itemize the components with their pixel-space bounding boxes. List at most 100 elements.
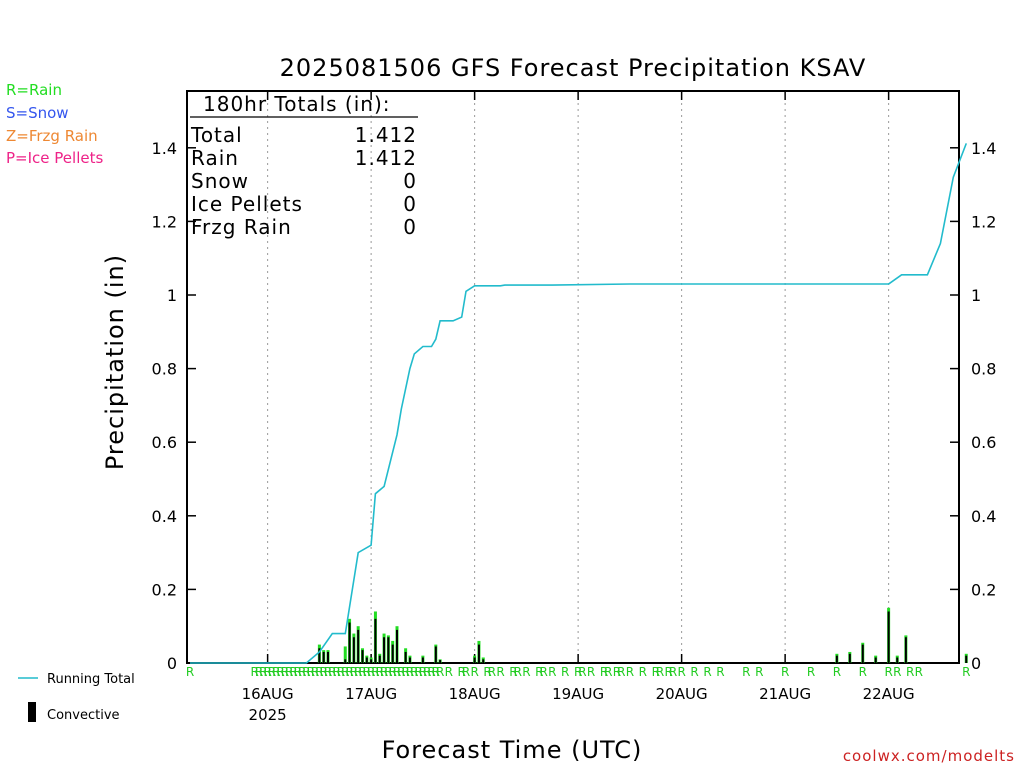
precip-type-letter: R [255, 665, 263, 679]
precip-type-letter: R [509, 665, 517, 679]
convective-bar [344, 659, 347, 663]
precip-type-letter: R [389, 665, 397, 679]
precip-type-letter: R [315, 665, 323, 679]
convective-bar [848, 653, 851, 663]
precip-type-letter: R [371, 665, 379, 679]
y-tick-label-right: 1 [971, 286, 981, 305]
precip-type-letter: R [587, 665, 595, 679]
y-tick-label-right: 0 [971, 654, 981, 673]
convective-bar [357, 629, 360, 663]
convective-bar [861, 644, 864, 663]
precip-type-letter: R [414, 665, 422, 679]
precip-type-letter: R [514, 665, 522, 679]
precip-type-letter: R [423, 665, 431, 679]
precip-type-letter: R [251, 665, 259, 679]
precip-type-letter: R [276, 665, 284, 679]
precip-bar [343, 646, 347, 663]
precip-type-letter: R [483, 665, 491, 679]
legend-convective-label: Convective [47, 708, 120, 723]
precip-type-letter: R [341, 665, 349, 679]
convective-bar [370, 659, 373, 663]
precip-type-letter: R [410, 665, 418, 679]
source-credit: coolwx.com/modelts [843, 747, 1015, 765]
precip-type-letter: R [345, 665, 353, 679]
precip-type-letter: R [859, 665, 867, 679]
legend-type-ice-pellets: P=Ice Pellets [6, 149, 104, 167]
precip-type-letter: R [311, 665, 319, 679]
precip-type-letter: R [294, 665, 302, 679]
x-tick-label: 17AUG [345, 685, 397, 703]
precip-type-letter: R [281, 665, 289, 679]
precip-type-letter: R [539, 665, 547, 679]
precip-type-letter: R [496, 665, 504, 679]
totals-row-value: 0 [403, 192, 417, 216]
precip-type-letter: R [289, 665, 297, 679]
precip-type-letter: R [781, 665, 789, 679]
precip-type-letter: R [268, 665, 276, 679]
totals-row-value: 1.412 [355, 123, 417, 147]
precip-type-letter: R [578, 665, 586, 679]
precip-type-letter: R [574, 665, 582, 679]
precip-type-letter: R [600, 665, 608, 679]
precip-type-letter: R [298, 665, 306, 679]
precip-type-letter: R [626, 665, 634, 679]
precip-type-letter: R [419, 665, 427, 679]
precip-type-letter: R [367, 665, 375, 679]
precip-type-letter: R [432, 665, 440, 679]
precip-type-letter: R [915, 665, 923, 679]
precip-type-letter: R [665, 665, 673, 679]
legend-type-frzg-rain: Z=Frzg Rain [6, 127, 98, 145]
chart-title: 2025081506 GFS Forecast Precipitation KS… [280, 54, 867, 82]
precip-type-letter: R [742, 665, 750, 679]
precip-type-letter: R [324, 665, 332, 679]
precip-type-letter: R [522, 665, 530, 679]
precip-type-letter: R [462, 665, 470, 679]
convective-bar [896, 657, 899, 663]
precip-type-letter: R [302, 665, 310, 679]
precip-type-letter: R [716, 665, 724, 679]
convective-bar [477, 644, 480, 663]
precip-type-letter: R [677, 665, 685, 679]
x-tick-label: 18AUG [449, 685, 501, 703]
precip-type-letter: R [393, 665, 401, 679]
convective-bar [904, 637, 907, 663]
precip-type-letter: R [401, 665, 409, 679]
precip-type-letter: R [535, 665, 543, 679]
precip-type-letter: R [652, 665, 660, 679]
precip-type-letter: R [548, 665, 556, 679]
precip-type-letter: R [906, 665, 914, 679]
x-tick-label: 20AUG [656, 685, 708, 703]
y-tick-label-left: 0.6 [152, 433, 177, 452]
y-tick-label-left: 0.4 [152, 507, 177, 526]
precip-type-letter: R [656, 665, 664, 679]
precip-type-letter: R [186, 665, 194, 679]
convective-bar [387, 637, 390, 663]
precip-type-letter: R [427, 665, 435, 679]
precip-type-letter: R [807, 665, 815, 679]
legend-type-rain: R=Rain [6, 81, 62, 99]
convective-bar [887, 611, 890, 663]
convective-bar [374, 618, 377, 663]
convective-bar [408, 657, 411, 663]
precip-type-letter: R [285, 665, 293, 679]
y-tick-label-left: 1.4 [152, 139, 177, 158]
precip-type-letter: R [337, 665, 345, 679]
precip-type-letter: R [436, 665, 444, 679]
precip-type-letter: R [833, 665, 841, 679]
convective-bar [434, 646, 437, 663]
totals-row-value: 0 [403, 215, 417, 239]
precip-type-letter: R [458, 665, 466, 679]
precip-type-letter: R [445, 665, 453, 679]
precip-type-letter: R [962, 665, 970, 679]
precip-type-letter: R [639, 665, 647, 679]
precip-type-letter: R [272, 665, 280, 679]
convective-bar [473, 657, 476, 663]
y-tick-label-right: 0.8 [971, 360, 996, 379]
convective-bar [318, 648, 321, 663]
precip-type-letter: R [690, 665, 698, 679]
convective-bar [327, 651, 329, 663]
x-tick-label: 19AUG [552, 685, 604, 703]
precip-type-letter: R [561, 665, 569, 679]
precip-type-letter: R [884, 665, 892, 679]
